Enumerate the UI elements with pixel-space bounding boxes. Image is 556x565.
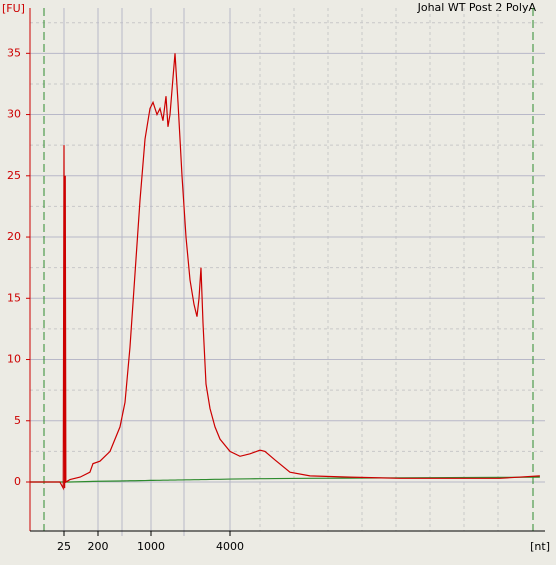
x-tick-label: 25 bbox=[57, 540, 71, 553]
x-tick-label: 1000 bbox=[137, 540, 165, 553]
y-tick-label: 20 bbox=[7, 230, 21, 243]
y-tick-label: 0 bbox=[14, 475, 21, 488]
y-tick-label: 30 bbox=[7, 108, 21, 121]
y-axis-label: [FU] bbox=[2, 2, 25, 15]
y-tick-label: 35 bbox=[7, 46, 21, 59]
y-tick-label: 5 bbox=[14, 414, 21, 427]
x-axis-label: [nt] bbox=[530, 540, 550, 553]
y-tick-label: 10 bbox=[7, 353, 21, 366]
series-line bbox=[30, 476, 540, 483]
series-line bbox=[30, 53, 540, 491]
x-tick-label: 200 bbox=[88, 540, 109, 553]
y-tick-label: 15 bbox=[7, 291, 21, 304]
chart-title: Johal WT Post 2 PolyA bbox=[417, 1, 537, 14]
x-tick-label: 4000 bbox=[216, 540, 244, 553]
y-tick-label: 25 bbox=[7, 169, 21, 182]
